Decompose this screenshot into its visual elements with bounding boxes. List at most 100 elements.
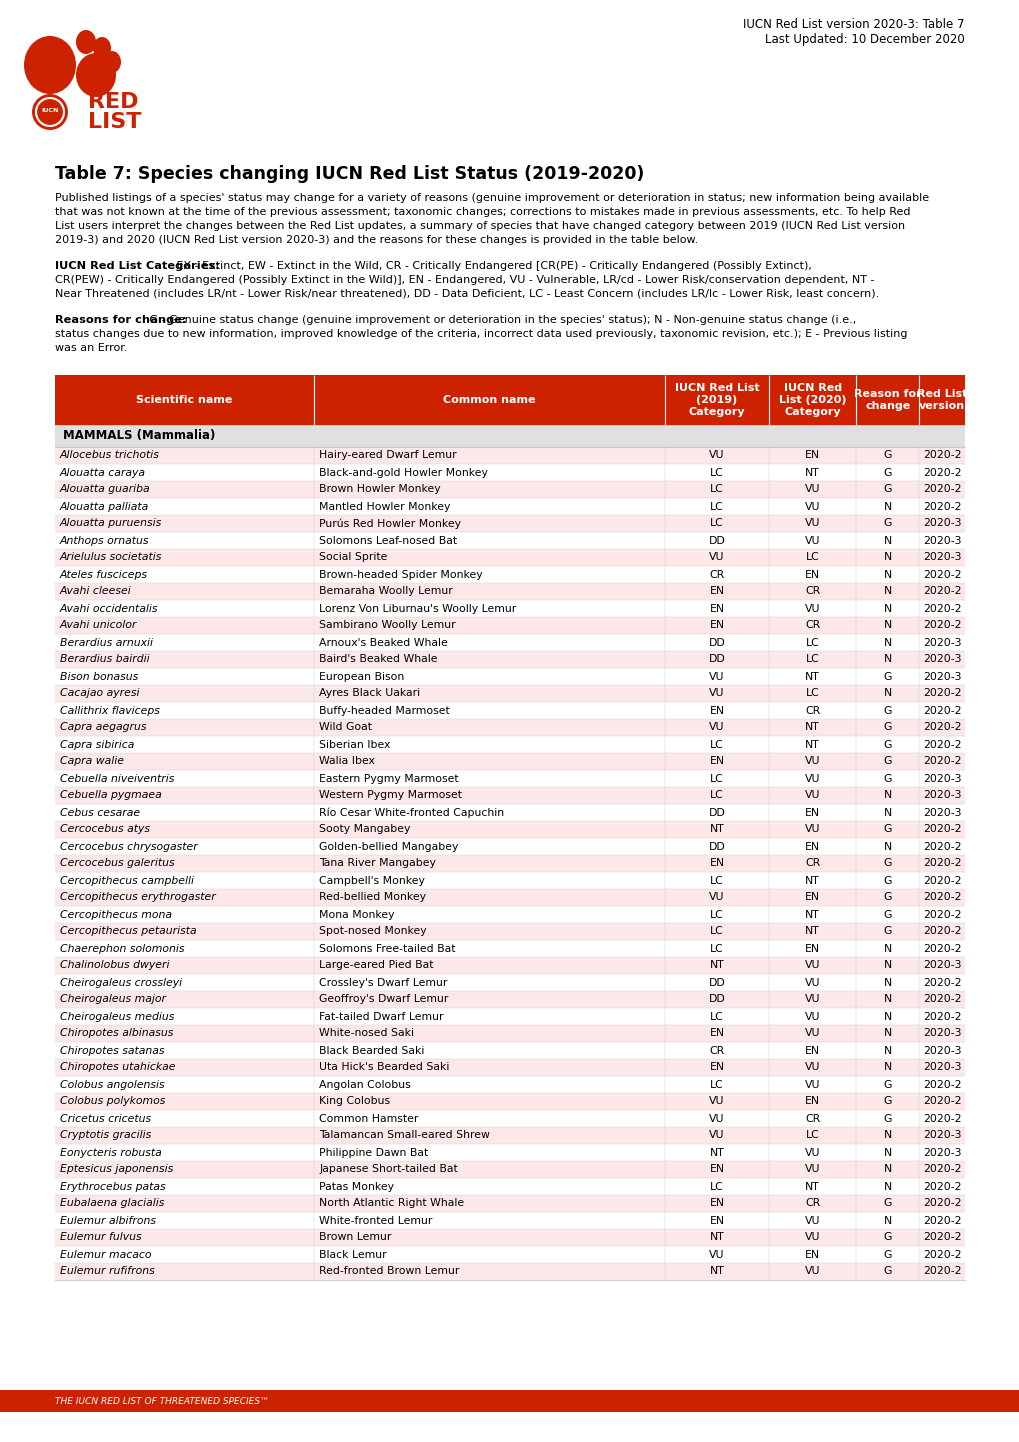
Text: 2020-2: 2020-2 <box>922 688 961 698</box>
Bar <box>55 720 964 735</box>
Bar <box>55 1229 964 1246</box>
Text: LC: LC <box>709 740 723 750</box>
Text: Large-eared Pied Bat: Large-eared Pied Bat <box>319 960 433 970</box>
Text: N: N <box>882 1165 891 1174</box>
Text: G: G <box>882 740 891 750</box>
Bar <box>55 375 964 425</box>
Text: Río Cesar White-fronted Capuchin: Río Cesar White-fronted Capuchin <box>319 808 504 818</box>
Text: Solomons Leaf-nosed Bat: Solomons Leaf-nosed Bat <box>319 535 458 545</box>
Text: 2020-2: 2020-2 <box>922 1165 961 1174</box>
Text: N: N <box>882 960 891 970</box>
Text: VU: VU <box>804 1080 819 1090</box>
Text: G: G <box>882 910 891 920</box>
Text: Avahi cleesei: Avahi cleesei <box>60 587 131 597</box>
Ellipse shape <box>76 53 116 97</box>
Text: EN: EN <box>709 858 723 868</box>
Text: Capra walie: Capra walie <box>60 757 124 767</box>
Text: N: N <box>882 1181 891 1191</box>
Text: VU: VU <box>708 688 725 698</box>
Text: 2020-3: 2020-3 <box>922 535 961 545</box>
Text: VU: VU <box>708 1096 725 1106</box>
Text: Cricetus cricetus: Cricetus cricetus <box>60 1113 151 1123</box>
Text: IUCN Red List Categories:: IUCN Red List Categories: <box>55 261 223 271</box>
Text: DD: DD <box>708 535 725 545</box>
Text: N: N <box>882 1131 891 1141</box>
Text: Eptesicus japonensis: Eptesicus japonensis <box>60 1165 173 1174</box>
Text: G: G <box>882 1113 891 1123</box>
Bar <box>55 617 964 634</box>
Text: 2020-2: 2020-2 <box>922 450 961 460</box>
Text: G: G <box>882 1080 891 1090</box>
Bar <box>55 1008 964 1025</box>
Text: Red-bellied Monkey: Red-bellied Monkey <box>319 893 426 903</box>
Text: White-fronted Lemur: White-fronted Lemur <box>319 1216 432 1226</box>
Text: Red-fronted Brown Lemur: Red-fronted Brown Lemur <box>319 1266 460 1276</box>
Text: VU: VU <box>708 1113 725 1123</box>
Text: Cercopithecus petaurista: Cercopithecus petaurista <box>60 927 197 936</box>
Bar <box>55 634 964 650</box>
Bar <box>55 991 964 1008</box>
Text: Red List
version: Red List version <box>916 389 966 411</box>
Bar <box>55 1263 964 1280</box>
Text: Scientific name: Scientific name <box>137 395 232 405</box>
Text: G: G <box>882 1266 891 1276</box>
Text: Chaerephon solomonis: Chaerephon solomonis <box>60 943 184 953</box>
Text: G - Genuine status change (genuine improvement or deterioration in the species' : G - Genuine status change (genuine impro… <box>146 314 855 324</box>
Text: CR: CR <box>804 1198 819 1208</box>
Text: 2020-3: 2020-3 <box>922 960 961 970</box>
Text: NT: NT <box>804 1181 819 1191</box>
Bar <box>55 482 964 497</box>
Text: RED: RED <box>88 92 139 112</box>
Text: VU: VU <box>804 1216 819 1226</box>
Text: status changes due to new information, improved knowledge of the criteria, incor: status changes due to new information, i… <box>55 329 907 339</box>
Text: Sambirano Woolly Lemur: Sambirano Woolly Lemur <box>319 620 455 630</box>
Text: Reason for
change: Reason for change <box>853 389 920 411</box>
Text: DD: DD <box>708 655 725 665</box>
Text: G: G <box>882 1233 891 1243</box>
Text: NT: NT <box>804 927 819 936</box>
Text: LC: LC <box>709 1080 723 1090</box>
Text: Mona Monkey: Mona Monkey <box>319 910 394 920</box>
Text: CR: CR <box>804 1113 819 1123</box>
Bar <box>55 940 964 957</box>
Text: Berardius bairdii: Berardius bairdii <box>60 655 150 665</box>
Text: European Bison: European Bison <box>319 672 405 682</box>
Text: Eastern Pygmy Marmoset: Eastern Pygmy Marmoset <box>319 773 459 783</box>
Text: Avahi occidentalis: Avahi occidentalis <box>60 604 158 613</box>
Text: N: N <box>882 790 891 800</box>
Text: Patas Monkey: Patas Monkey <box>319 1181 394 1191</box>
Text: VU: VU <box>804 1165 819 1174</box>
Text: North Atlantic Right Whale: North Atlantic Right Whale <box>319 1198 464 1208</box>
Text: White-nosed Saki: White-nosed Saki <box>319 1028 414 1038</box>
Text: LC: LC <box>805 655 818 665</box>
Text: LC: LC <box>709 502 723 512</box>
Text: CR: CR <box>708 1045 723 1056</box>
Text: Philippine Dawn Bat: Philippine Dawn Bat <box>319 1148 428 1158</box>
Text: Alouatta palliata: Alouatta palliata <box>60 502 149 512</box>
Text: Siberian Ibex: Siberian Ibex <box>319 740 390 750</box>
Text: G: G <box>882 825 891 835</box>
Bar <box>55 464 964 482</box>
Bar <box>55 1076 964 1093</box>
Text: VU: VU <box>804 535 819 545</box>
Text: N: N <box>882 502 891 512</box>
Text: Black-and-gold Howler Monkey: Black-and-gold Howler Monkey <box>319 467 488 477</box>
Text: List users interpret the changes between the Red List updates, a summary of spec: List users interpret the changes between… <box>55 221 904 231</box>
Text: LC: LC <box>709 910 723 920</box>
Text: Arnoux's Beaked Whale: Arnoux's Beaked Whale <box>319 637 447 647</box>
Text: VU: VU <box>804 960 819 970</box>
Text: NT: NT <box>709 1233 723 1243</box>
Bar <box>55 447 964 464</box>
Text: CR: CR <box>804 620 819 630</box>
Bar <box>0 1390 1019 1412</box>
Text: EN: EN <box>804 842 819 851</box>
Text: N: N <box>882 587 891 597</box>
Text: 2020-3: 2020-3 <box>922 1063 961 1073</box>
Text: EN: EN <box>804 1250 819 1259</box>
Bar <box>55 515 964 532</box>
Bar <box>55 787 964 805</box>
Text: EN: EN <box>709 1063 723 1073</box>
Text: Erythrocebus patas: Erythrocebus patas <box>60 1181 165 1191</box>
Text: LIST: LIST <box>88 112 142 133</box>
Text: VU: VU <box>804 773 819 783</box>
